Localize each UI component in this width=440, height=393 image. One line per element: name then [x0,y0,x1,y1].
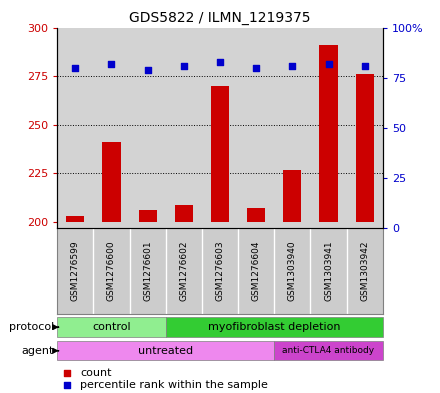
Bar [283,169,301,222]
Text: myofibroblast depletion: myofibroblast depletion [208,322,341,332]
Text: count: count [80,368,111,378]
Bar [66,216,84,222]
Point [361,62,368,69]
Point [216,59,224,65]
Point [289,62,296,69]
Point [63,382,70,388]
Text: anti-CTLA4 antibody: anti-CTLA4 antibody [282,346,374,355]
Point [253,64,260,71]
Bar [166,318,383,337]
Text: protocol: protocol [9,322,54,332]
Text: GSM1303941: GSM1303941 [324,241,333,301]
Text: control: control [92,322,131,332]
Text: GSM1303942: GSM1303942 [360,241,369,301]
Text: GSM1276602: GSM1276602 [180,241,188,301]
Text: percentile rank within the sample: percentile rank within the sample [80,380,268,390]
Bar [356,74,374,222]
Bar [103,142,121,222]
Point [325,61,332,67]
Text: GSM1276604: GSM1276604 [252,241,260,301]
Text: GSM1276599: GSM1276599 [71,241,80,301]
Point [108,61,115,67]
Bar [57,318,166,337]
Point [72,64,79,71]
Point [63,370,70,376]
Text: agent: agent [22,346,54,356]
Bar [139,210,157,222]
Text: GSM1303940: GSM1303940 [288,241,297,301]
Bar [57,341,274,360]
Title: GDS5822 / ILMN_1219375: GDS5822 / ILMN_1219375 [129,11,311,25]
Text: GSM1276603: GSM1276603 [216,241,224,301]
Text: untreated: untreated [138,346,193,356]
Text: GSM1276601: GSM1276601 [143,241,152,301]
Text: GSM1276600: GSM1276600 [107,241,116,301]
Point [144,66,151,73]
Bar [211,86,229,222]
Bar [274,341,383,360]
Bar [247,208,265,222]
Bar [319,45,337,222]
Point [180,62,187,69]
Bar [175,205,193,222]
